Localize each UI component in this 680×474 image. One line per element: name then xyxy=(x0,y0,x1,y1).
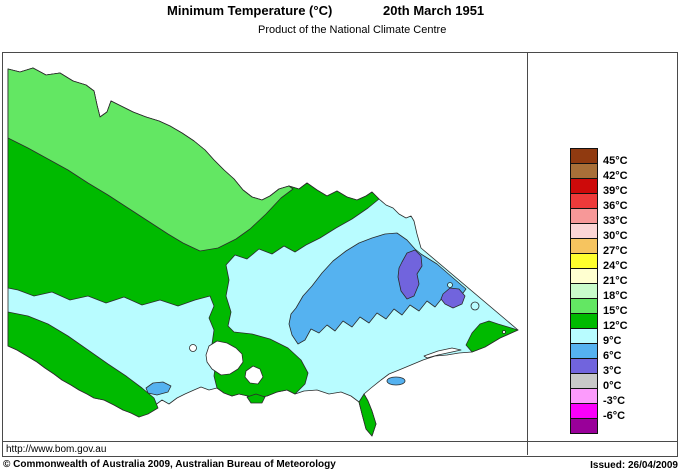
url-strip-divider xyxy=(2,441,677,442)
legend-cell xyxy=(570,358,598,374)
victoria-map xyxy=(7,67,519,437)
region-wilsons-prom-12-15 xyxy=(358,393,377,437)
legend-label: 3°C xyxy=(603,365,622,377)
legend-cell xyxy=(570,208,598,224)
region-island-9-12-b xyxy=(447,282,453,288)
legend-label: 6°C xyxy=(603,350,622,362)
legend-panel-divider xyxy=(527,52,528,455)
legend-cell xyxy=(570,193,598,209)
legend-label: -3°C xyxy=(603,395,626,407)
water-inland-lake xyxy=(189,344,197,352)
region-gippsland-pocket-6-9 xyxy=(386,376,406,386)
region-nw-band-15-18 xyxy=(7,67,294,252)
region-alpine-west-3-6 xyxy=(397,249,423,300)
legend-cell xyxy=(570,298,598,314)
legend-label: 12°C xyxy=(603,320,628,332)
legend-cell xyxy=(570,163,598,179)
page-subtitle: Product of the National Climate Centre xyxy=(258,24,447,36)
map-frame xyxy=(2,52,678,457)
legend-cell xyxy=(570,268,598,284)
legend-label: 39°C xyxy=(603,185,628,197)
water-western-port-bay xyxy=(244,365,264,385)
legend-label: 18°C xyxy=(603,290,628,302)
legend-label: -6°C xyxy=(603,410,626,422)
issued-label: Issued: 26/04/2009 xyxy=(590,460,678,471)
legend-cell xyxy=(570,148,598,164)
map-regions xyxy=(7,67,519,437)
copyright-label: © Commonwealth of Australia 2009, Austra… xyxy=(3,459,336,470)
legend-label: 36°C xyxy=(603,200,628,212)
legend-label: 24°C xyxy=(603,260,628,272)
region-alpine-east-3-6 xyxy=(440,287,466,309)
legend-cell xyxy=(570,223,598,239)
region-east-tip-12-15 xyxy=(465,320,519,353)
legend-cell xyxy=(570,238,598,254)
water-mallacoota-inlet xyxy=(502,330,506,334)
water-port-phillip-bay xyxy=(205,340,244,376)
legend-label: 15°C xyxy=(603,305,628,317)
water-gippsland-lakes xyxy=(423,347,462,359)
legend-label: 42°C xyxy=(603,170,628,182)
legend-label: 0°C xyxy=(603,380,622,392)
legend-label: 33°C xyxy=(603,215,628,227)
legend-cell xyxy=(570,253,598,269)
legend-cell xyxy=(570,373,598,389)
region-sw-coast-12-15 xyxy=(7,311,159,418)
legend-cell xyxy=(570,313,598,329)
legend-cell xyxy=(570,403,598,419)
legend-cell xyxy=(570,178,598,194)
legend-cell xyxy=(570,388,598,404)
legend-cell xyxy=(570,418,598,434)
legend-label: 21°C xyxy=(603,275,628,287)
legend-label: 9°C xyxy=(603,335,622,347)
legend-label: 27°C xyxy=(603,245,628,257)
map-date: 20th March 1951 xyxy=(383,3,485,18)
region-island-9-12-a xyxy=(470,301,480,311)
page-title: Minimum Temperature (°C) xyxy=(167,3,333,18)
bom-url-label: http://www.bom.gov.au xyxy=(6,444,107,455)
region-phillip-island-12-15 xyxy=(246,393,266,404)
legend-cell xyxy=(570,343,598,359)
legend-cell xyxy=(570,328,598,344)
legend-cell xyxy=(570,283,598,299)
legend-label: 45°C xyxy=(603,155,628,167)
legend-label: 30°C xyxy=(603,230,628,242)
region-otway-6-9 xyxy=(145,381,172,396)
